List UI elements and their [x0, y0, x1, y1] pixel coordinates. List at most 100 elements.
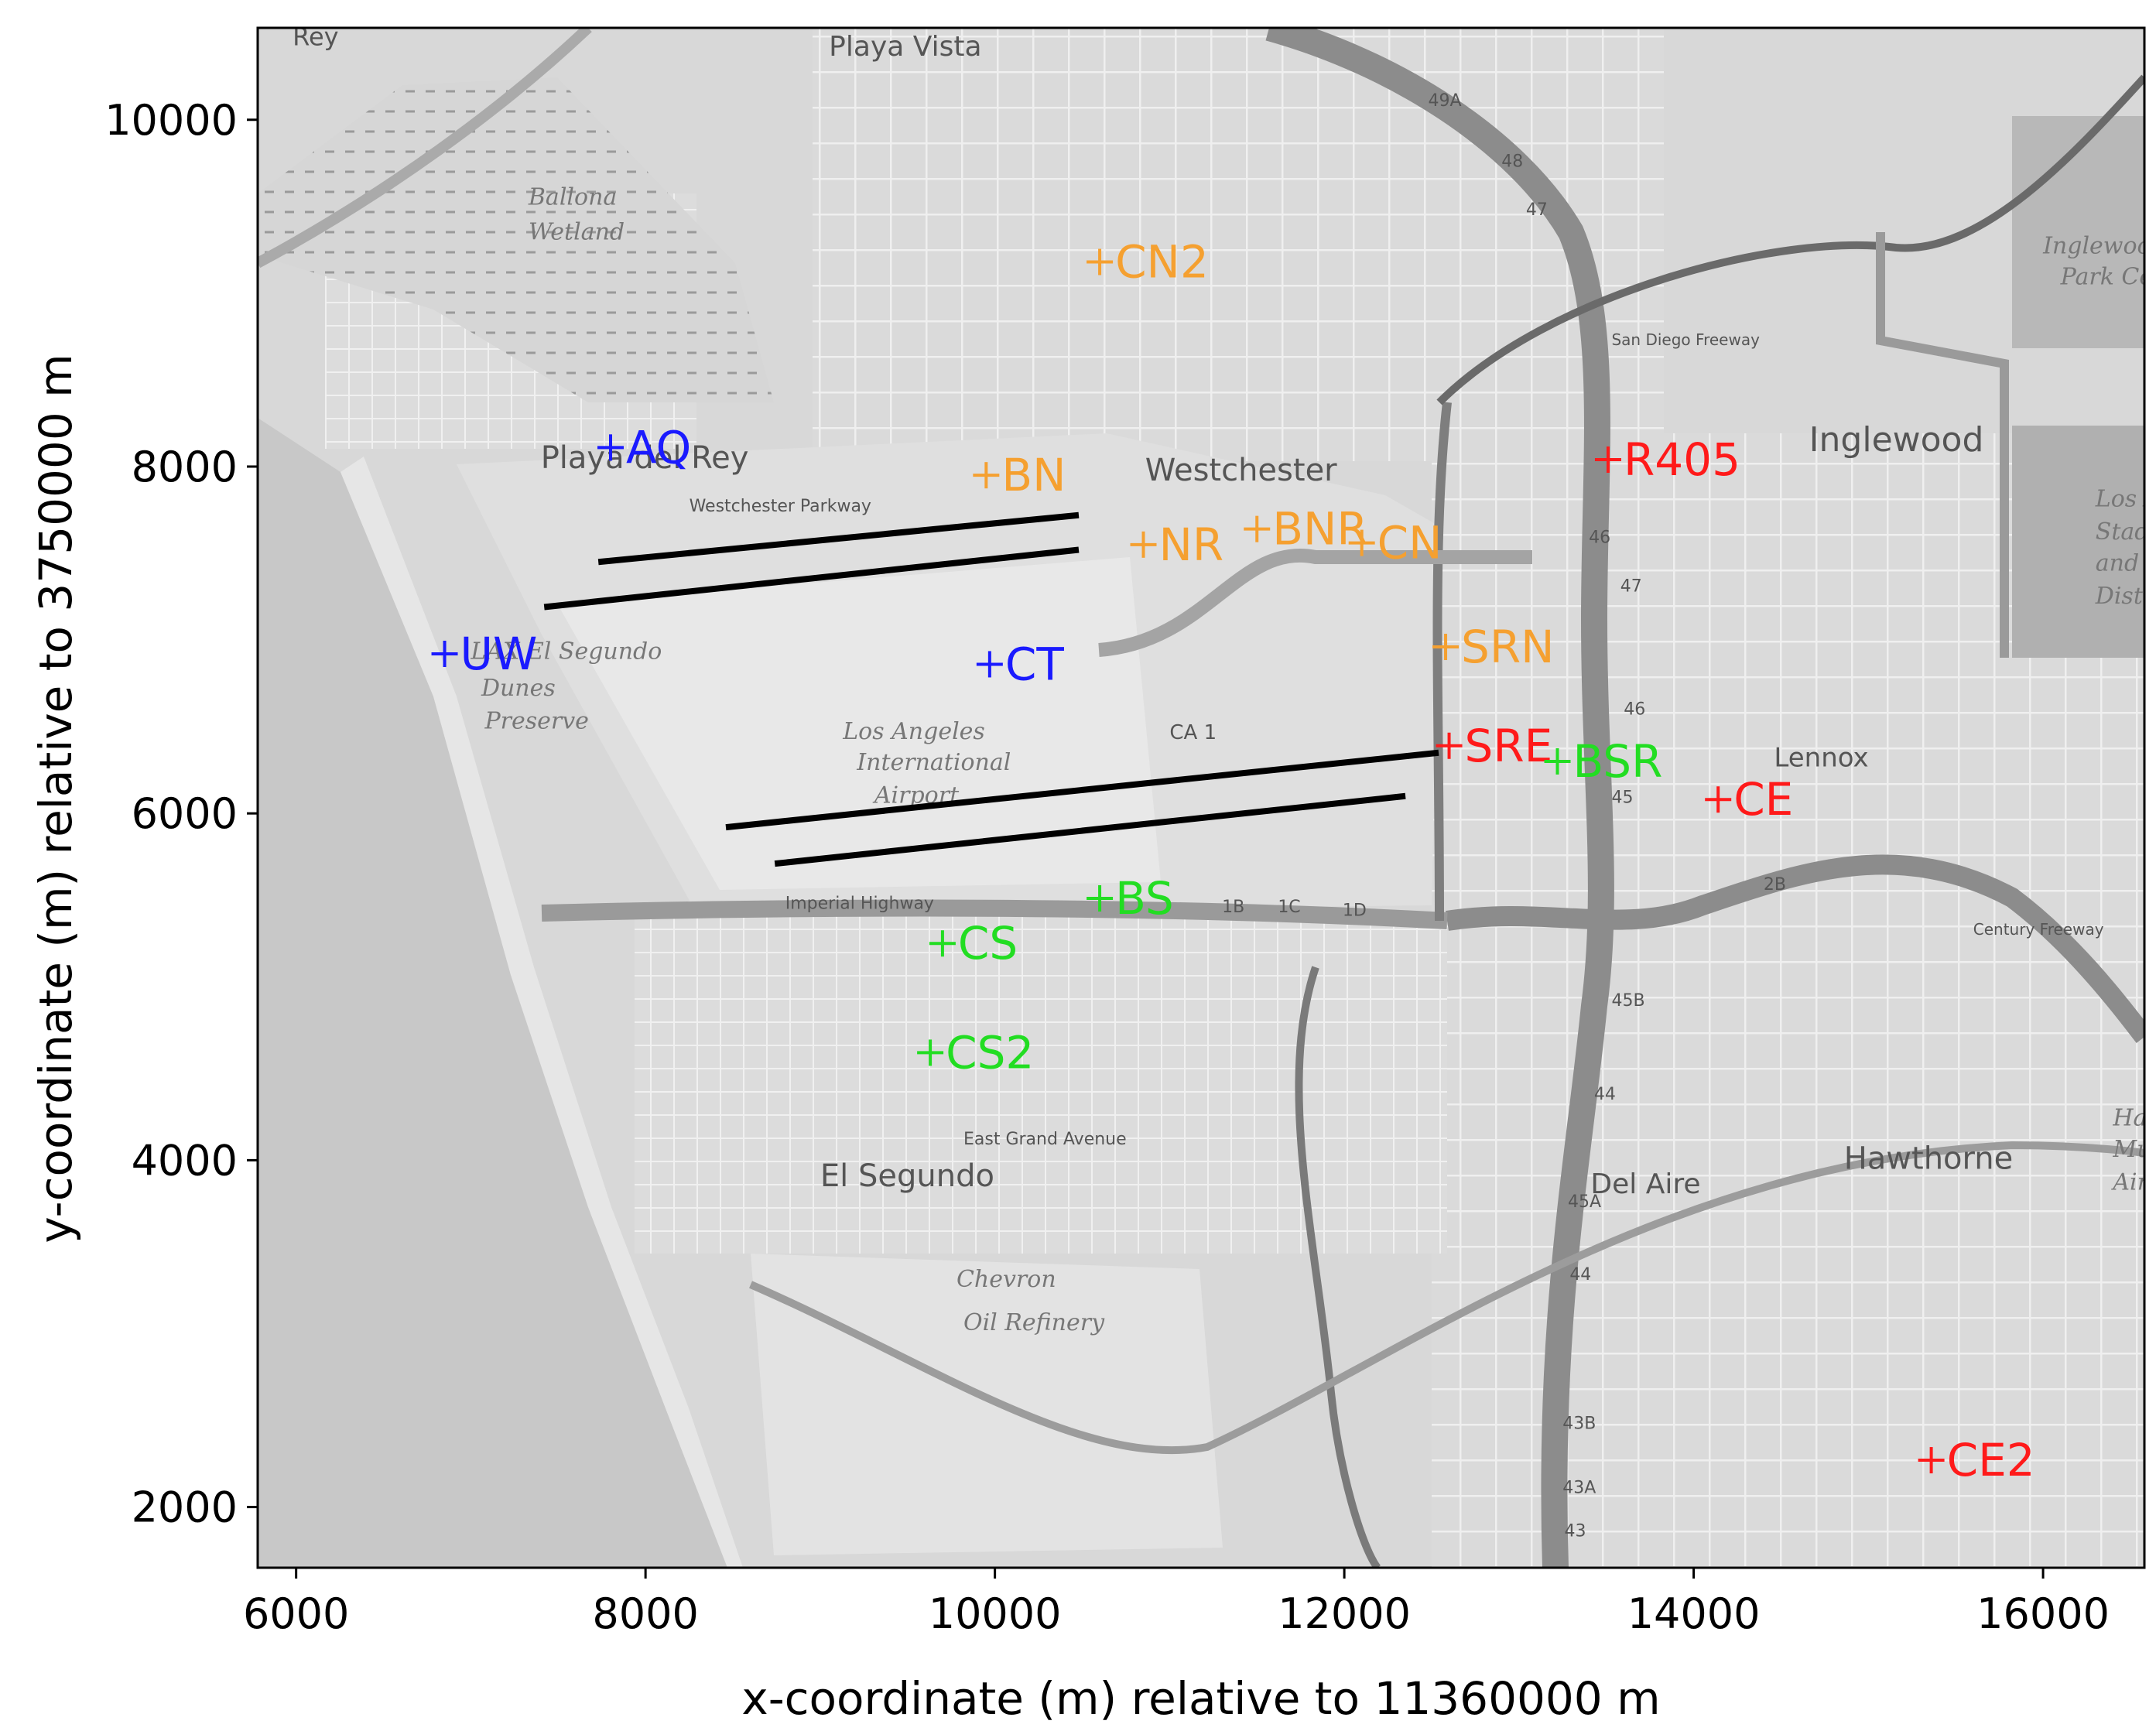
- map-place-label: Lennox: [1774, 743, 1868, 774]
- runway-lines: [543, 511, 1439, 867]
- station-label: CE: [1733, 773, 1793, 826]
- station-label: R405: [1624, 433, 1740, 486]
- beach: [341, 457, 743, 1568]
- x-tick-label: 10000: [929, 1589, 1062, 1638]
- map-place-label: 1B: [1222, 898, 1244, 917]
- station-marker-r405: R405: [1594, 433, 1740, 486]
- y-axis-label: y-coordinate (m) relative to 3750000 m: [29, 354, 82, 1243]
- map-place-label: 47: [1620, 576, 1642, 596]
- station-marker-ce: CE: [1705, 773, 1793, 826]
- ocean: [258, 418, 727, 1568]
- map-place-label: Westchester Parkway: [690, 497, 871, 516]
- map-place-label: 2B: [1764, 875, 1786, 895]
- map-place-label: Playa del Rey: [541, 440, 749, 476]
- coast-road: [258, 28, 592, 269]
- y-axis-ticks: 2000 4000 6000 8000 10000: [104, 96, 258, 1532]
- station-label: CE2: [1947, 1434, 2035, 1486]
- map-landmark-label: Inglewood: [2042, 232, 2156, 259]
- station-marker-uw: UW: [431, 628, 538, 680]
- station-marker-bnr: BNR: [1244, 503, 1368, 556]
- map-landmark-label: Los Angeles: [842, 718, 985, 745]
- runway-line: [774, 792, 1406, 867]
- map-landmark-label: Stadium: [2096, 518, 2156, 546]
- map-landmark-label: District: [2095, 583, 2156, 610]
- y-tick-label: 4000: [132, 1136, 238, 1185]
- map-landmark-label: and Entertainment: [2096, 549, 2156, 576]
- map-place-label: Westchester: [1145, 453, 1337, 488]
- map-place-label: 45A: [1568, 1192, 1601, 1212]
- map-place-label: 46: [1624, 700, 1645, 719]
- map-landmark-label: Dunes: [481, 675, 556, 702]
- map-landmark-label: Los Angeles: [2095, 486, 2156, 513]
- station-label: BN: [1001, 449, 1066, 501]
- map-landmark-label: Hawthorne: [2112, 1105, 2156, 1132]
- rail-line-north: [1436, 74, 2144, 405]
- y-tick-label: 8000: [132, 443, 238, 491]
- map-place-label: 44: [1594, 1085, 1616, 1104]
- station-marker-aq: AQ: [597, 421, 691, 474]
- basemap: Playa Vista Playa del Rey Westchester Westc…: [258, 22, 2156, 1568]
- map-place-label: Playa Vista: [829, 31, 981, 63]
- station-marker-ce2: CE2: [1918, 1434, 2035, 1486]
- station-marker-cs2: CS2: [917, 1026, 1034, 1079]
- residential-area-north: [813, 28, 1664, 461]
- station-label: SRE: [1465, 720, 1553, 772]
- station-label: BSR: [1573, 735, 1663, 788]
- map-landmark-label: Municipal: [2112, 1136, 2156, 1163]
- runway-line: [725, 749, 1439, 831]
- map-landmark-label: Preserve: [484, 707, 588, 734]
- map-landmark-label: Park Cemetery: [2060, 264, 2156, 291]
- century-freeway: [1446, 854, 2144, 1043]
- map-place-label: 45: [1611, 789, 1633, 808]
- station-label: CT: [1005, 638, 1064, 690]
- station-label: CS: [958, 917, 1018, 970]
- imperial-highway: [541, 899, 1448, 929]
- station-marker-bn: BN: [973, 449, 1066, 501]
- map-place-label: 45B: [1611, 991, 1644, 1011]
- x-axis-label: x-coordinate (m) relative to 11360000 m: [741, 1672, 1660, 1725]
- station-marker-cn: CN: [1348, 517, 1442, 570]
- x-tick-label: 6000: [243, 1589, 349, 1638]
- map-place-label: 47: [1526, 200, 1548, 220]
- x-axis-ticks: 6000 8000 10000 12000 14000 16000: [243, 1568, 2110, 1638]
- station-marker-cn2: CN2: [1087, 236, 1209, 289]
- x-tick-label: 14000: [1627, 1589, 1761, 1638]
- map-place-label: 44: [1569, 1265, 1591, 1285]
- station-marker-srn: SRN: [1432, 621, 1555, 673]
- map-place-label: Inglewood: [1809, 420, 1984, 460]
- station-marker-sre: SRE: [1436, 720, 1553, 772]
- map-place-label: El Segundo: [820, 1158, 994, 1194]
- station-label: BS: [1115, 872, 1174, 925]
- map-landmark-label: International: [856, 749, 1011, 776]
- station-label: CN: [1377, 517, 1442, 570]
- station-marker-ct: CT: [976, 638, 1064, 690]
- station-label: UW: [460, 628, 538, 680]
- map-place-label: 48: [1501, 152, 1523, 171]
- map-landmark-label: Airport: [2110, 1168, 2156, 1196]
- x-tick-label: 16000: [1976, 1589, 2110, 1638]
- map-landmark-label: LAX El Segundo: [470, 638, 662, 665]
- runway-line: [597, 511, 1080, 566]
- x-tick-label: 12000: [1278, 1589, 1411, 1638]
- map-place-label: 1C: [1278, 898, 1300, 917]
- map-place-label: 1D: [1343, 901, 1367, 920]
- rail-line-east: [749, 1141, 2144, 1455]
- map-place-label: Imperial Highway: [785, 894, 934, 913]
- station-label: CS2: [946, 1026, 1034, 1079]
- map-landmark-label: Ballona: [528, 184, 617, 211]
- refinery-area: [751, 1254, 1223, 1555]
- map-place-label: Century Freeway: [1973, 920, 2104, 939]
- map-place-label: Rey: [293, 22, 338, 51]
- map-place-label: East Grand Avenue: [963, 1130, 1127, 1149]
- sepulveda-road: [1432, 402, 1452, 922]
- map-place-label: Hawthorne: [1844, 1141, 2014, 1177]
- map-landmark-label: Chevron: [957, 1266, 1056, 1293]
- map-place-labels: Playa Vista Playa del Rey Westchester Westc…: [293, 22, 2104, 1541]
- station-label: BNR: [1272, 503, 1367, 556]
- map-place-label: San Diego Freeway: [1611, 330, 1760, 349]
- y-tick-label: 10000: [104, 96, 238, 145]
- station-marker-cs: CS: [929, 917, 1018, 970]
- y-tick-label: 2000: [132, 1483, 238, 1532]
- station-marker-nr: NR: [1130, 518, 1223, 571]
